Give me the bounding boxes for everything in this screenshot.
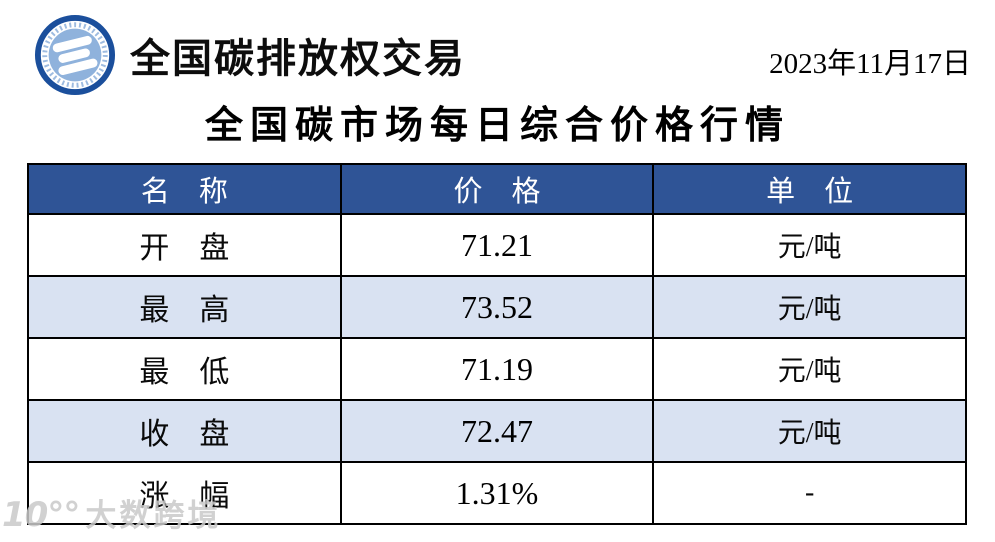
name-cell: 最 低 [27, 337, 342, 401]
column-header-name: 名 称 [27, 163, 342, 215]
report-date: 2023年11月17日 [769, 48, 971, 80]
column-header-price: 价 格 [339, 163, 655, 215]
table-row-high: 最 高 73.52 元/吨 [27, 275, 967, 339]
brand-title: 全国碳排放权交易 [130, 37, 466, 81]
page-title: 全国碳市场每日综合价格行情 [204, 105, 790, 147]
unit-cell: 元/吨 [652, 337, 967, 401]
table-row-open: 开 盘 71.21 元/吨 [27, 213, 967, 277]
unit-cell: - [652, 461, 967, 525]
price-cell: 71.21 [339, 213, 655, 277]
topbar: 全国碳排放权交易 2023年11月17日 [0, 0, 995, 96]
unit-cell: 元/吨 [652, 399, 967, 463]
price-table: 名 称 价 格 单 位 开 盘 71.21 元/吨 最 高 73.52 元/吨 … [27, 163, 967, 525]
header-row: 名 称 价 格 单 位 [27, 163, 967, 215]
unit-cell: 元/吨 [652, 213, 967, 277]
table-row-change: 涨 幅 1.31% - [27, 461, 967, 525]
carbon-exchange-logo-icon [34, 14, 116, 96]
column-header-unit: 单 位 [652, 163, 967, 215]
price-cell: 71.19 [339, 337, 655, 401]
price-cell: 72.47 [339, 399, 655, 463]
name-cell: 最 高 [27, 275, 342, 339]
table-row-low: 最 低 71.19 元/吨 [27, 337, 967, 401]
name-cell: 开 盘 [27, 213, 342, 277]
table-header: 名 称 价 格 单 位 [27, 163, 967, 215]
price-cell: 73.52 [339, 275, 655, 339]
price-cell: 1.31% [339, 461, 655, 525]
name-cell: 收 盘 [27, 399, 342, 463]
table-row-close: 收 盘 72.47 元/吨 [27, 399, 967, 463]
unit-cell: 元/吨 [652, 275, 967, 339]
name-cell: 涨 幅 [27, 461, 342, 525]
